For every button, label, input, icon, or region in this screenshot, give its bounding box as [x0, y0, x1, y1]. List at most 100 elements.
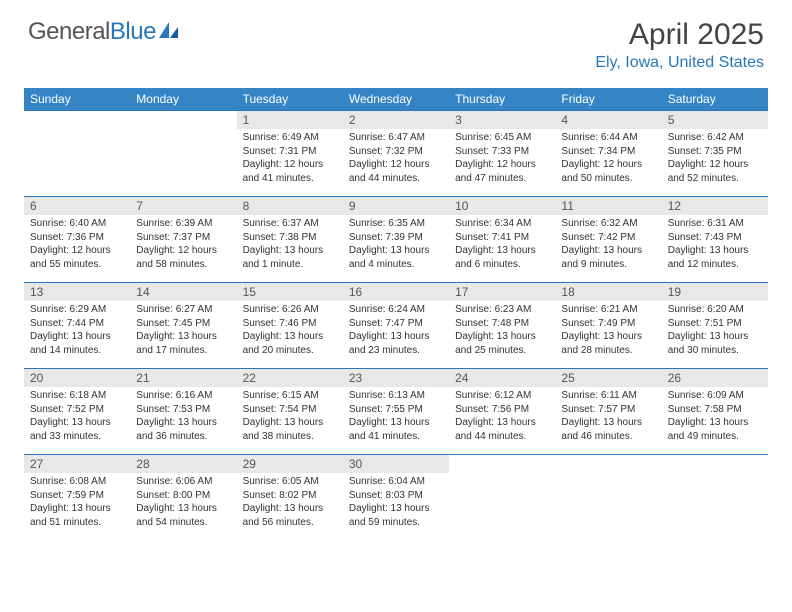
daylight-line: Daylight: 13 hours and 49 minutes.	[668, 417, 749, 442]
daylight-line: Daylight: 13 hours and 30 minutes.	[668, 331, 749, 356]
daylight-line: Daylight: 13 hours and 54 minutes.	[136, 503, 217, 528]
sunrise-line: Sunrise: 6:12 AM	[455, 390, 531, 401]
day-body: Sunrise: 6:16 AMSunset: 7:53 PMDaylight:…	[130, 387, 236, 445]
day-number: 9	[343, 197, 449, 215]
sunrise-line: Sunrise: 6:49 AM	[243, 132, 319, 143]
daylight-line: Daylight: 12 hours and 55 minutes.	[30, 245, 111, 270]
day-body: Sunrise: 6:18 AM Sunset: 7:52 PM Daylight:…	[24, 387, 130, 445]
daylight-line: Daylight: 13 hours and 9 minutes.	[561, 245, 642, 270]
day-number: 18	[555, 283, 661, 301]
day-body: Sunrise: 6:34 AMSunset: 7:41 PMDaylight:…	[449, 215, 555, 273]
day-body: Sunrise: 6:40 AMSunset: 7:36 PMDaylight:…	[24, 215, 130, 273]
sunrise-line: Sunrise: 6:32 AM	[561, 218, 637, 229]
calendar-day: 21Sunrise: 6:16 AMSunset: 7:53 PMDayligh…	[130, 369, 236, 455]
calendar-day: 15Sunrise: 6:26 AMSunset: 7:46 PMDayligh…	[237, 283, 343, 369]
calendar-week: 13Sunrise: 6:29 AMSunset: 7:44 PMDayligh…	[24, 283, 768, 369]
sunset-line: Sunset: 7:48 PM	[455, 318, 529, 329]
day-body: Sunrise: 6:32 AM Sunset: 7:42 PM Daylight:…	[555, 215, 661, 273]
daylight-line: Daylight: 13 hours and 4 minutes.	[349, 245, 430, 270]
day-body: Sunrise: 6:09 AM Sunset: 7:58 PM Daylight:…	[662, 387, 768, 445]
sunset-line: Sunset: 7:39 PM	[349, 232, 423, 243]
daylight-line: Daylight: 13 hours and 33 minutes.	[30, 417, 111, 442]
day-number: 12	[662, 197, 768, 215]
day-body: Sunrise: 6:12 AMSunset: 7:56 PMDaylight:…	[449, 387, 555, 445]
month-title: April 2025	[595, 18, 764, 52]
sunrise-line: Sunrise: 6:37 AM	[243, 218, 319, 229]
brand-part1: General	[28, 18, 110, 46]
daylight-line: Daylight: 13 hours and 51 minutes.	[30, 503, 111, 528]
sunrise-line: Sunrise: 6:08 AM	[30, 476, 106, 487]
calendar-day: 30Sunrise: 6:04 AMSunset: 8:03 PMDayligh…	[343, 455, 449, 541]
sunset-line: Sunset: 7:54 PM	[243, 404, 317, 415]
day-body: Sunrise: 6:11 AM Sunset: 7:57 PM Daylight:…	[555, 387, 661, 445]
sunset-line: Sunset: 7:52 PM	[30, 404, 104, 415]
sunrise-line: Sunrise: 6:06 AM	[136, 476, 212, 487]
day-number: 17	[449, 283, 555, 301]
sunset-line: Sunset: 7:41 PM	[455, 232, 529, 243]
weekday-header: Thursday	[449, 88, 555, 111]
sunset-line: Sunset: 7:44 PM	[30, 318, 104, 329]
day-body: Sunrise: 6:15 AMSunset: 7:54 PMDaylight:…	[237, 387, 343, 445]
day-body: Sunrise: 6:49 AMSunset: 7:31 PMDaylight:…	[237, 129, 343, 187]
calendar-day: 9 Sunrise: 6:35 AM Sunset: 7:39 PM Daylight…	[343, 197, 449, 283]
calendar-day: 24Sunrise: 6:12 AMSunset: 7:56 PMDayligh…	[449, 369, 555, 455]
weekday-header: Tuesday	[237, 88, 343, 111]
day-number: 26	[662, 369, 768, 387]
sunrise-line: Sunrise: 6:09 AM	[668, 390, 744, 401]
calendar-day: 26 Sunrise: 6:09 AM Sunset: 7:58 PM Dayligh…	[662, 369, 768, 455]
day-body: Sunrise: 6:26 AMSunset: 7:46 PMDaylight:…	[237, 301, 343, 359]
daylight-line: Daylight: 13 hours and 17 minutes.	[136, 331, 217, 356]
day-body: Sunrise: 6:37 AMSunset: 7:38 PMDaylight:…	[237, 215, 343, 273]
sunrise-line: Sunrise: 6:11 AM	[561, 390, 636, 401]
day-body: Sunrise: 6:13 AMSunset: 7:55 PMDaylight:…	[343, 387, 449, 445]
sunset-line: Sunset: 7:58 PM	[668, 404, 742, 415]
day-number: 13	[24, 283, 130, 301]
header: GeneralBlue April 2025 Ely, Iowa, United…	[0, 0, 792, 80]
calendar-day: 5Sunrise: 6:42 AMSunset: 7:35 PMDaylight…	[662, 111, 768, 197]
weekday-row: SundayMondayTuesdayWednesdayThursdayFrid…	[24, 88, 768, 111]
calendar-day: 29Sunrise: 6:05 AMSunset: 8:02 PMDayligh…	[237, 455, 343, 541]
sunset-line: Sunset: 7:37 PM	[136, 232, 210, 243]
sunrise-line: Sunrise: 6:20 AM	[668, 304, 744, 315]
sunrise-line: Sunrise: 6:35 AM	[349, 218, 425, 229]
sunset-line: Sunset: 7:36 PM	[30, 232, 104, 243]
daylight-line: Daylight: 12 hours and 44 minutes.	[349, 159, 430, 184]
day-number: 16	[343, 283, 449, 301]
day-body: Sunrise: 6:35 AM Sunset: 7:39 PM Daylight:…	[343, 215, 449, 273]
sunset-line: Sunset: 7:59 PM	[30, 490, 104, 501]
sunset-line: Sunset: 7:43 PM	[668, 232, 742, 243]
sunset-line: Sunset: 7:42 PM	[561, 232, 635, 243]
daylight-line: Daylight: 13 hours and 46 minutes.	[561, 417, 642, 442]
calendar-day: 19 Sunrise: 6:20 AM Sunset: 7:51 PM Dayligh…	[662, 283, 768, 369]
calendar-day: 17Sunrise: 6:23 AMSunset: 7:48 PMDayligh…	[449, 283, 555, 369]
calendar-day: 23Sunrise: 6:13 AMSunset: 7:55 PMDayligh…	[343, 369, 449, 455]
sunset-line: Sunset: 7:47 PM	[349, 318, 423, 329]
sunrise-line: Sunrise: 6:05 AM	[243, 476, 319, 487]
sunset-line: Sunset: 7:35 PM	[668, 146, 742, 157]
day-body: Sunrise: 6:27 AMSunset: 7:45 PMDaylight:…	[130, 301, 236, 359]
calendar-day-empty	[24, 111, 130, 197]
sunrise-line: Sunrise: 6:04 AM	[349, 476, 425, 487]
sunset-line: Sunset: 7:51 PM	[668, 318, 742, 329]
day-body: Sunrise: 6:47 AMSunset: 7:32 PMDaylight:…	[343, 129, 449, 187]
sunrise-line: Sunrise: 6:26 AM	[243, 304, 319, 315]
sunset-line: Sunset: 7:53 PM	[136, 404, 210, 415]
title-block: April 2025 Ely, Iowa, United States	[595, 18, 764, 72]
day-number: 14	[130, 283, 236, 301]
calendar-day: 27Sunrise: 6:08 AMSunset: 7:59 PMDayligh…	[24, 455, 130, 541]
calendar-day: 6Sunrise: 6:40 AMSunset: 7:36 PMDaylight…	[24, 197, 130, 283]
calendar-day: 11Sunrise: 6:32 AMSunset: 7:42 PMDayligh…	[555, 197, 661, 283]
day-number: 19	[662, 283, 768, 301]
day-body: Sunrise: 6:44 AMSunset: 7:34 PMDaylight:…	[555, 129, 661, 187]
sunset-line: Sunset: 7:34 PM	[561, 146, 635, 157]
sunrise-line: Sunrise: 6:13 AM	[349, 390, 425, 401]
daylight-line: Daylight: 13 hours and 28 minutes.	[561, 331, 642, 356]
calendar-day: 1Sunrise: 6:49 AMSunset: 7:31 PMDaylight…	[237, 111, 343, 197]
sunrise-line: Sunrise: 6:18 AM	[30, 390, 106, 401]
sunset-line: Sunset: 7:57 PM	[561, 404, 635, 415]
day-number: 1	[237, 111, 343, 129]
sunrise-line: Sunrise: 6:39 AM	[136, 218, 212, 229]
sunset-line: Sunset: 7:45 PM	[136, 318, 210, 329]
sunrise-line: Sunrise: 6:45 AM	[455, 132, 531, 143]
calendar-day: 13Sunrise: 6:29 AMSunset: 7:44 PMDayligh…	[24, 283, 130, 369]
